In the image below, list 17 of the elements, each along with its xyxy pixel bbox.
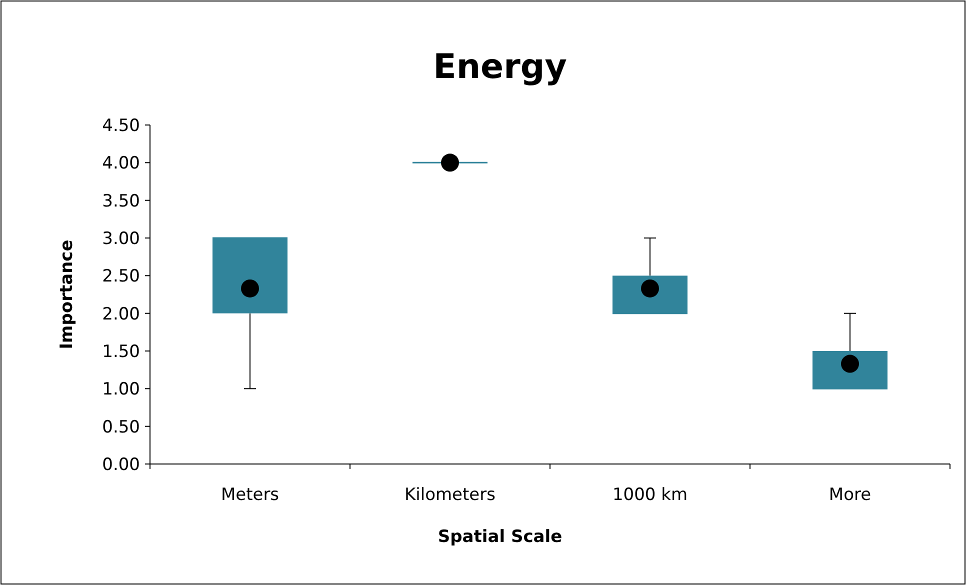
x-tick-label: 1000 km bbox=[612, 485, 688, 505]
y-tick-label: 1.50 bbox=[102, 342, 140, 362]
y-tick-label: 4.00 bbox=[102, 154, 140, 174]
y-tick-label: 0.00 bbox=[102, 454, 140, 475]
y-tick-label: 4.50 bbox=[102, 116, 140, 136]
x-tick-label: More bbox=[828, 485, 872, 505]
y-tick-label: 3.50 bbox=[102, 191, 140, 212]
y-axis-title: Importance bbox=[57, 240, 77, 350]
y-tick-label: 1.00 bbox=[102, 380, 140, 400]
x-tick-label: Kilometers bbox=[404, 485, 496, 505]
y-tick-label: 2.00 bbox=[102, 304, 140, 324]
chart-title: Energy bbox=[433, 47, 567, 87]
y-tick-label: 0.50 bbox=[102, 417, 140, 438]
y-tick-label: 2.50 bbox=[102, 266, 140, 287]
x-axis-title: Spatial Scale bbox=[438, 527, 562, 547]
y-tick-label: 3.00 bbox=[102, 228, 140, 249]
x-tick-label: Meters bbox=[220, 485, 280, 505]
